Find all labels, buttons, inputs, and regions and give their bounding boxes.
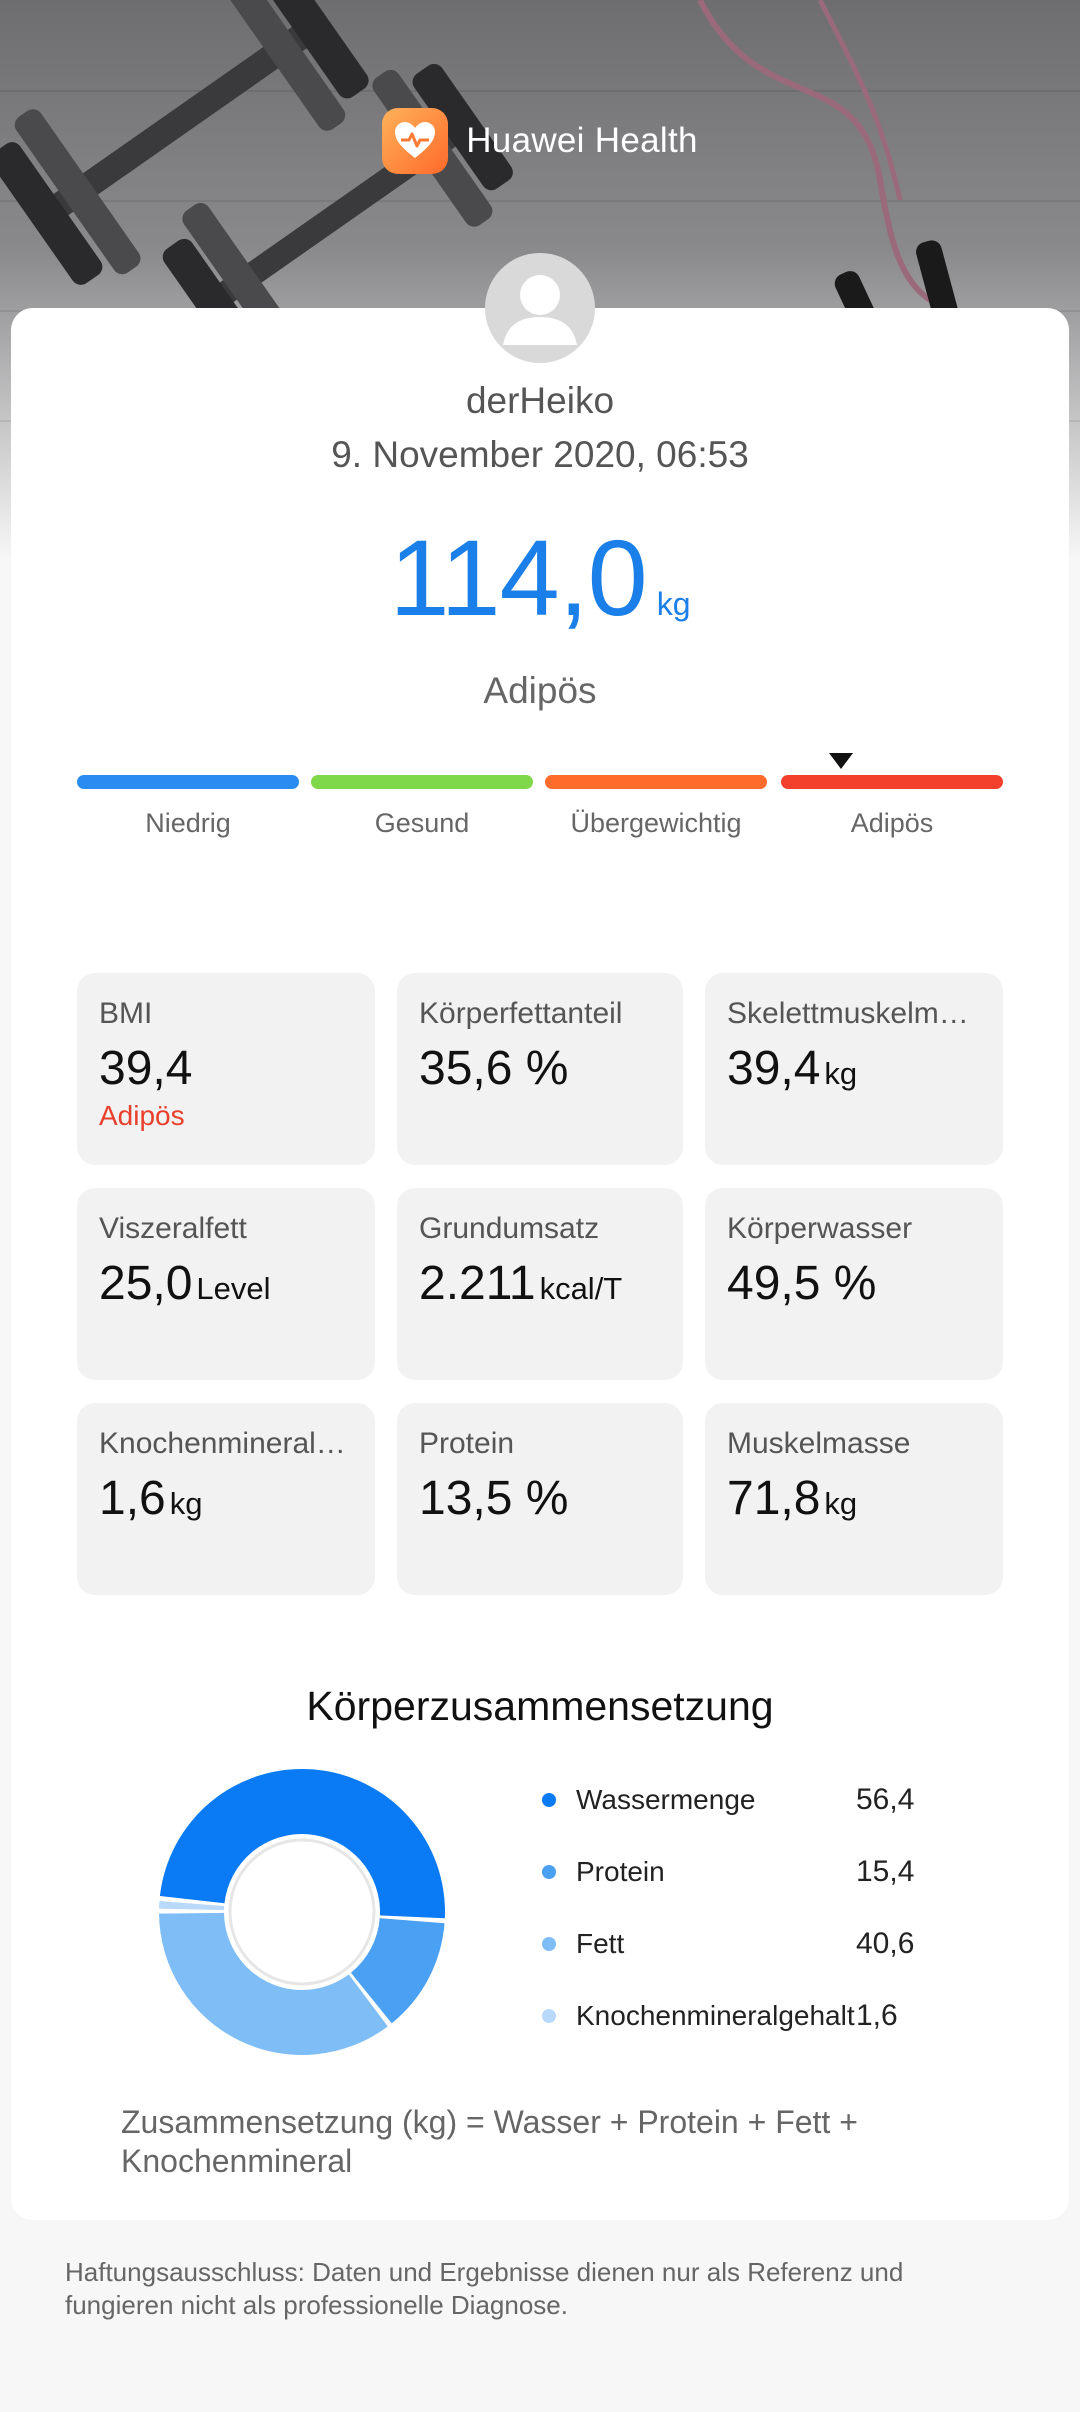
metric-tile-protein[interactable]: Protein 13,5 % xyxy=(397,1403,683,1595)
heart-icon xyxy=(395,122,436,158)
huawei-health-logo xyxy=(382,108,449,174)
metric-tile-visceral-fat[interactable]: Viszeralfett 25,0 Level xyxy=(77,1188,375,1380)
metric-value: 49,5 % xyxy=(727,1257,877,1310)
donut-slice-bone-mineral xyxy=(159,1901,225,1911)
weight-value: 114,0 xyxy=(389,517,647,638)
metric-label: Skelettmuskelm… xyxy=(727,997,969,1030)
composition-donut-chart xyxy=(159,1769,445,2055)
scale-segment-obese xyxy=(781,775,1003,789)
metric-label: BMI xyxy=(99,997,153,1030)
app-name: Huawei Health xyxy=(466,121,698,160)
weight-category-scale: Niedrig Gesund Übergewichtig Adipös xyxy=(77,753,1003,838)
donut-slice-protein xyxy=(350,1918,445,2024)
scale-label-healthy: Gesund xyxy=(374,808,470,838)
legend-dot xyxy=(542,2009,556,2023)
metric-label: Viszeralfett xyxy=(99,1212,247,1245)
username: derHeiko xyxy=(465,380,615,421)
scale-label-low: Niedrig xyxy=(145,808,231,838)
metric-status: Adipös xyxy=(99,1100,185,1131)
legend-dot xyxy=(542,1793,556,1807)
donut-slice-fat xyxy=(159,1912,388,2055)
metric-label: Muskelmasse xyxy=(727,1427,911,1460)
scale-label-overweight: Übergewichtig xyxy=(570,808,742,838)
disclaimer-text: Haftungsausschluss: Daten und Ergebnisse… xyxy=(65,2257,904,2320)
metric-label: Protein xyxy=(419,1427,515,1460)
donut-slice-water xyxy=(159,1769,445,1919)
metric-label: Grundumsatz xyxy=(419,1212,600,1245)
scale-position-marker xyxy=(828,753,853,769)
scale-label-obese: Adipös xyxy=(850,808,934,838)
metric-tile-body-fat[interactable]: Körperfettanteil 35,6 % xyxy=(397,973,683,1165)
metric-tile-bmr[interactable]: Grundumsatz 2.211 kcal/T xyxy=(397,1188,683,1380)
metric-tile-skeletal-muscle[interactable]: Skelettmuskelm… 39,4 kg xyxy=(705,973,1003,1165)
legend-item-fat: Fett 40,6 xyxy=(540,1924,980,1964)
metric-value: 13,5 % xyxy=(419,1472,569,1525)
scale-segment-low xyxy=(77,775,299,789)
user-icon xyxy=(503,275,577,345)
metric-tile-bone-mineral[interactable]: Knochenmineral… 1,6 kg xyxy=(77,1403,375,1595)
legend-dot xyxy=(542,1937,556,1951)
metric-tile-body-water[interactable]: Körperwasser 49,5 % xyxy=(705,1188,1003,1380)
composition-title: Körperzusammensetzung xyxy=(306,1683,774,1729)
metric-tile-muscle-mass[interactable]: Muskelmasse 71,8 kg xyxy=(705,1403,1003,1595)
metric-value: 39,4 xyxy=(99,1042,193,1095)
weight-unit: kg xyxy=(656,586,691,622)
metric-label: Körperfettanteil xyxy=(419,997,623,1030)
measurement-datetime: 9. November 2020, 06:53 xyxy=(331,434,749,475)
scale-segment-healthy xyxy=(311,775,533,789)
app-brand: Huawei Health xyxy=(0,108,1080,174)
avatar[interactable] xyxy=(485,253,595,363)
metric-value: 35,6 % xyxy=(419,1042,569,1095)
weight-category: Adipös xyxy=(483,670,597,711)
metric-label: Körperwasser xyxy=(727,1212,913,1245)
legend-dot xyxy=(542,1865,556,1879)
legend-item-bone-mineral: Knochenmineralgehalt 1,6 xyxy=(540,1996,980,2036)
metric-value: 25,0 Level xyxy=(99,1257,271,1310)
donut-center xyxy=(228,1838,376,1986)
metric-value: 39,4 kg xyxy=(727,1042,858,1095)
scale-segment-overweight xyxy=(545,775,767,789)
legend-item-protein: Protein 15,4 xyxy=(540,1852,980,1892)
legend-item-water: Wassermenge 56,4 xyxy=(540,1780,980,1820)
metric-value: 1,6 kg xyxy=(99,1472,203,1525)
composition-formula: Zusammensetzung (kg) = Wasser + Protein … xyxy=(121,2104,858,2179)
metric-tile-bmi[interactable]: BMI 39,4 Adipös xyxy=(77,973,375,1165)
metric-value: 71,8 kg xyxy=(727,1472,858,1525)
metric-value: 2.211 kcal/T xyxy=(419,1257,623,1310)
metric-label: Knochenmineral… xyxy=(99,1427,346,1460)
weight-readout: 114,0 kg xyxy=(0,515,1080,640)
